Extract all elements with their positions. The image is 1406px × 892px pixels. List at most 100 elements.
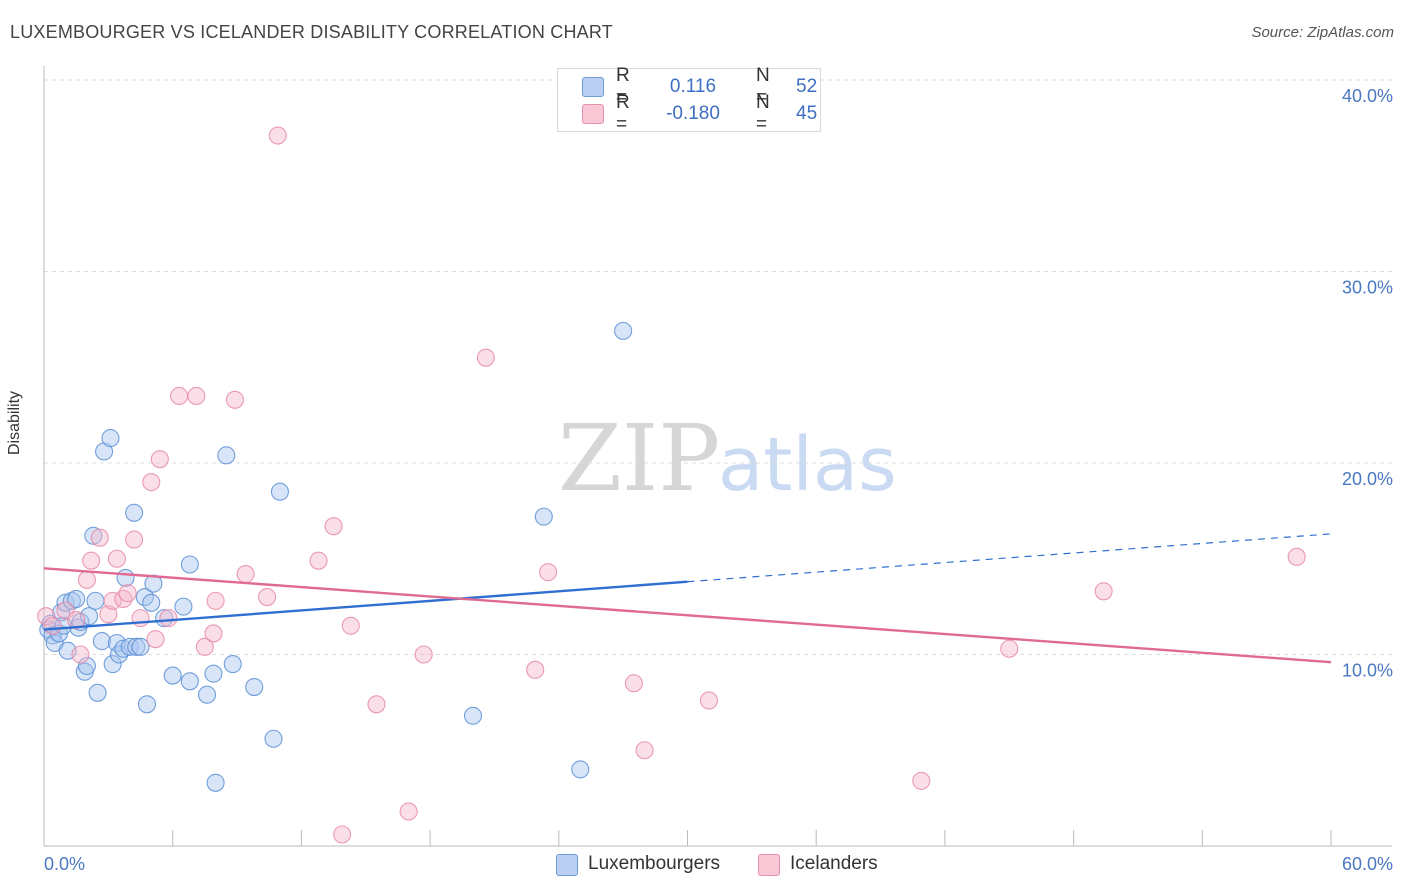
icelander-point xyxy=(206,591,225,610)
pink-swatch-icon xyxy=(582,104,604,124)
icelander-point xyxy=(159,609,178,628)
r-value: 0.116 xyxy=(669,76,717,97)
luxembourger-point xyxy=(125,503,144,522)
luxembourger-point xyxy=(101,429,120,448)
icelander-point xyxy=(635,741,654,760)
luxembourger-point xyxy=(120,637,139,656)
icelander-point xyxy=(146,630,165,649)
n-label: N = xyxy=(756,65,770,108)
icelander-point xyxy=(187,386,206,406)
icelander-point xyxy=(476,348,495,367)
watermark-zip: ZIP xyxy=(558,405,720,512)
luxembourger-trend-extension xyxy=(687,533,1332,583)
luxembourger-point xyxy=(217,446,236,465)
icelander-point xyxy=(118,584,137,603)
icelander-point xyxy=(107,549,126,568)
icelander-point xyxy=(67,610,86,630)
n-value: 52 xyxy=(796,76,818,97)
luxembourger-point xyxy=(174,597,193,616)
luxembourger-point xyxy=(163,666,182,685)
grid-lines xyxy=(44,79,1392,655)
icelander-point xyxy=(99,605,118,624)
trend-lines xyxy=(43,533,1332,664)
icelander-point xyxy=(258,587,277,607)
icelander-point xyxy=(90,528,109,547)
chart-title: LUXEMBOURGER VS ICELANDER DISABILITY COR… xyxy=(10,22,613,42)
luxembourger-point xyxy=(571,760,590,779)
icelander-point xyxy=(150,450,169,469)
icelander-point xyxy=(539,563,558,582)
tick-labels: 10.0% 20.0% 30.0% 40.0% 0.0% 60.0% xyxy=(44,86,1393,874)
source-credit: Source: ZipAtlas.com xyxy=(1251,24,1394,41)
luxembourger-point xyxy=(77,656,96,676)
y-tick-label: 40.0% xyxy=(1342,86,1393,106)
icelander-point xyxy=(236,565,255,584)
luxembourger-point xyxy=(270,482,290,501)
icelander-trend-line xyxy=(43,567,1332,664)
luxembourger-point xyxy=(116,568,135,587)
icelander-point xyxy=(1287,547,1306,566)
luxembourger-point xyxy=(206,773,225,792)
icelander-point xyxy=(414,645,433,664)
icelander-point xyxy=(71,645,90,664)
r-value: -0.180 xyxy=(666,103,720,124)
legend-label: Luxembourgers xyxy=(588,853,721,874)
luxembourger-point xyxy=(534,507,553,526)
luxembourger-point xyxy=(614,321,633,340)
icelander-point xyxy=(37,607,56,626)
icelander-point xyxy=(699,691,719,710)
luxembourger-point xyxy=(127,637,146,656)
luxembourger-point xyxy=(103,655,122,674)
n-label: N = xyxy=(756,92,770,135)
n-value: 45 xyxy=(796,103,818,124)
icelander-point xyxy=(43,616,62,635)
icelander-point xyxy=(225,390,244,409)
luxembourger-point xyxy=(180,555,199,574)
pink-swatch-icon xyxy=(758,854,780,876)
x-tick-label: 60.0% xyxy=(1342,854,1393,874)
luxembourger-point xyxy=(204,664,223,683)
legend-label: Icelanders xyxy=(790,853,878,874)
y-tick-label: 30.0% xyxy=(1342,278,1393,298)
y-tick-label: 10.0% xyxy=(1342,661,1393,681)
icelander-point xyxy=(125,530,144,549)
luxembourger-point xyxy=(223,655,242,674)
icelander-point xyxy=(399,802,418,821)
icelander-point xyxy=(142,473,161,492)
stats-box: R = 0.116 N = 52 R = -0.180 N = 45 xyxy=(557,65,821,135)
icelander-point xyxy=(624,674,643,693)
r-label: R = xyxy=(616,92,630,135)
watermark-atlas: atlas xyxy=(718,422,897,508)
x-tick-label: 0.0% xyxy=(44,854,85,874)
luxembourger-point xyxy=(88,683,107,702)
icelander-point xyxy=(333,825,352,844)
axes xyxy=(43,66,1392,847)
icelander-point xyxy=(204,624,223,643)
icelander-point xyxy=(77,570,96,589)
icelander-point xyxy=(1000,639,1019,658)
luxembourger-point xyxy=(56,593,75,612)
icelander-point xyxy=(912,771,931,790)
luxembourger-point xyxy=(264,729,283,748)
icelander-point xyxy=(526,660,545,679)
luxembourger-point xyxy=(155,609,174,628)
luxembourger-point xyxy=(67,589,86,609)
icelander-point xyxy=(309,551,328,570)
icelander-point xyxy=(324,517,343,536)
luxembourger-point xyxy=(180,672,199,691)
luxembourger-point xyxy=(197,685,217,704)
icelander-point xyxy=(367,695,386,714)
r-label: R = xyxy=(616,65,630,108)
icelander-point xyxy=(268,126,287,145)
luxembourger-point xyxy=(463,706,483,725)
blue-swatch-icon xyxy=(556,854,578,876)
luxembourger-point xyxy=(245,678,264,697)
luxembourger-point xyxy=(142,593,161,612)
icelander-point xyxy=(170,386,189,406)
luxembourger-point xyxy=(131,637,150,656)
y-tick-label: 20.0% xyxy=(1342,469,1393,489)
luxembourger-point xyxy=(92,632,111,651)
icelander-point xyxy=(341,616,360,635)
blue-swatch-icon xyxy=(582,77,604,97)
